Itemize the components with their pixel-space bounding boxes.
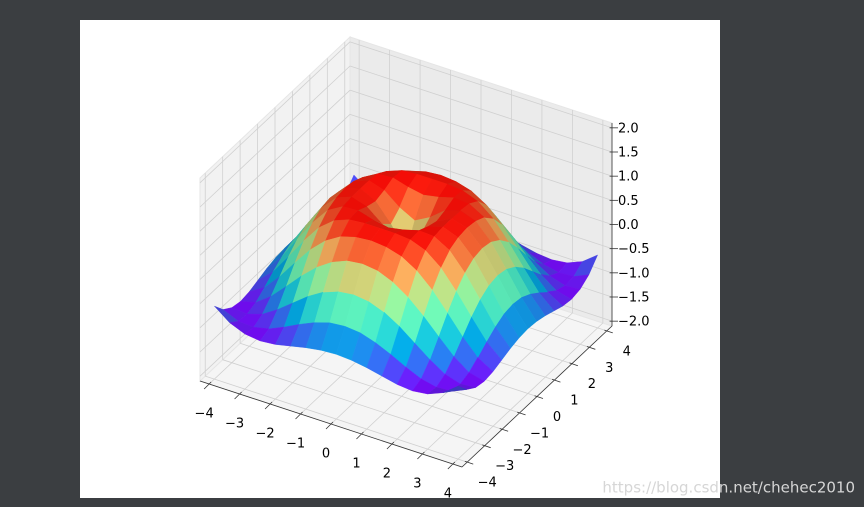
z-tick-label: 1.0 (618, 170, 639, 185)
z-tick-label: −2.0 (618, 315, 650, 330)
x-tick-label: −3 (225, 417, 244, 432)
x-tick-label: −1 (286, 437, 305, 452)
tick-mark (534, 395, 544, 399)
tick-mark (464, 460, 474, 465)
x-tick-label: 2 (383, 467, 391, 482)
z-tick-label: −1.0 (618, 266, 650, 281)
surface-cell (442, 385, 467, 393)
z-tick-label: 1.5 (618, 146, 639, 161)
x-tick-label: −2 (255, 427, 274, 442)
grid-line (349, 89, 613, 177)
z-tick-label: 2.0 (618, 121, 639, 136)
tick-mark (417, 451, 425, 460)
grid-line (199, 65, 351, 208)
grid-line (239, 342, 503, 430)
tick-mark (482, 444, 491, 449)
tick-mark (604, 329, 613, 334)
z-tick-label: −0.5 (618, 242, 650, 257)
y-tick-label: 0 (553, 410, 561, 425)
grid-line (349, 138, 613, 225)
y-tick-label: 3 (605, 361, 613, 376)
y-tick-label: 1 (570, 394, 578, 409)
grid-line (349, 113, 613, 201)
x-tick-label: 0 (322, 447, 330, 462)
tick-mark (569, 362, 579, 367)
x-tick-label: 1 (352, 457, 360, 472)
tick-mark (517, 411, 526, 416)
grid-line (199, 89, 351, 232)
z-tick-label: −1.5 (618, 291, 650, 306)
tick-mark (203, 381, 212, 390)
tick-mark (234, 391, 242, 400)
z-tick-label: 0.0 (618, 218, 639, 233)
tick-mark (447, 461, 456, 470)
grid-line (222, 359, 485, 447)
y-tick-label: −2 (513, 443, 532, 458)
x-tick-label: −4 (195, 407, 214, 422)
y-tick-label: −1 (530, 426, 549, 441)
tick-mark (325, 421, 334, 430)
grid-line (205, 375, 468, 463)
y-tick-label: 2 (588, 377, 596, 392)
y-tick-label: −4 (478, 476, 497, 491)
grid-line (199, 162, 351, 304)
y-tick-label: −3 (495, 459, 514, 474)
tick-mark (586, 346, 596, 350)
tick-mark (386, 441, 395, 450)
tick-mark (356, 431, 364, 440)
watermark: https://blog.csdn.net/chehec2010 (602, 479, 855, 497)
surface (214, 170, 599, 395)
grid-line (199, 41, 351, 184)
x-tick-label: 4 (444, 487, 452, 502)
grid-line (349, 65, 613, 153)
grid-line (349, 41, 613, 129)
tick-mark (499, 428, 509, 432)
tick-mark (295, 411, 303, 420)
grid-line (199, 114, 351, 256)
y-tick-label: 4 (623, 344, 631, 359)
axes: −4−3−2−101234−4−3−2−101234−2.0−1.5−1.0−0… (195, 121, 650, 501)
tick-mark (264, 401, 273, 410)
tick-mark (551, 378, 561, 383)
z-tick-label: 0.5 (618, 194, 639, 209)
x-tick-label: 3 (413, 477, 421, 492)
grid-line (199, 138, 351, 280)
